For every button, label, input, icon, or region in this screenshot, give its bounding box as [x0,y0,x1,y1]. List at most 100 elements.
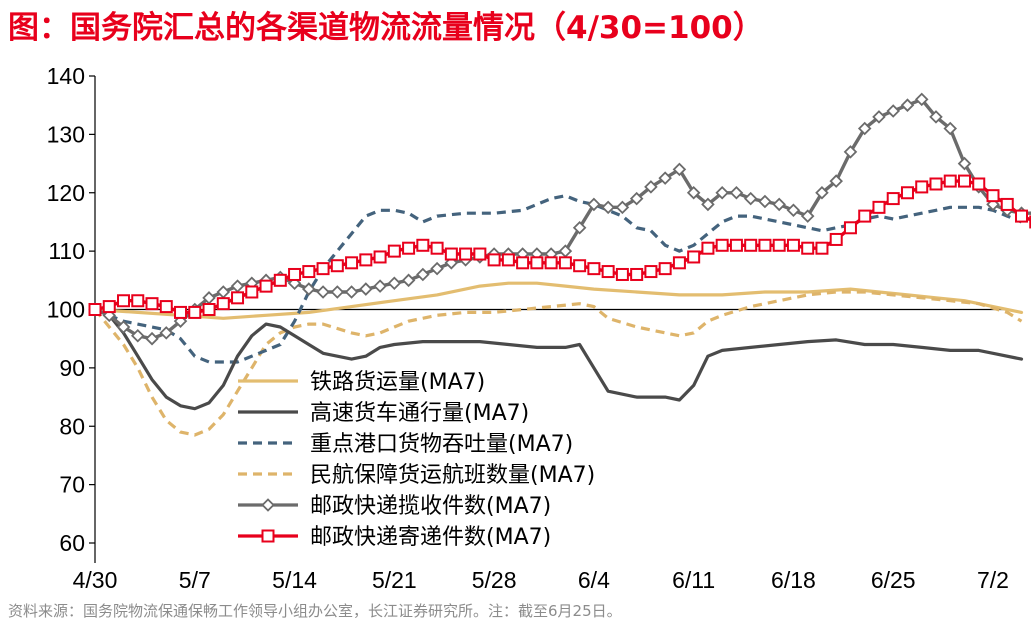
data-point [416,267,430,282]
data-point [900,98,915,112]
data-point [430,241,444,255]
data-point [145,331,159,346]
chart-series [88,92,1031,437]
y-tick-label: 60 [59,530,85,556]
data-point [800,209,815,223]
data-point [644,265,658,279]
x-tick-label: 6/25 [871,567,916,593]
data-point [687,250,701,264]
x-tick-label: 5/14 [272,567,317,593]
data-point [373,279,387,293]
data-point [615,267,629,281]
series-line [93,307,1024,411]
data-point [943,121,958,136]
data-point [316,262,330,276]
data-point [487,253,501,267]
data-point [373,250,387,264]
data-point [658,171,672,185]
x-tick-label: 4/30 [73,567,118,593]
data-point [459,247,473,261]
y-tick-label: 100 [47,297,85,323]
legend-label: 邮政快递揽收件数(MA7) [310,494,551,519]
data-point [900,186,914,200]
logistics-line-chart: 60 70 80 90 100 110 120 130 140 4/30 5/7 5/14 5/21 5/… [47,63,1031,593]
data-point [288,267,302,281]
y-tick-label: 70 [59,472,85,498]
series-group [93,307,1024,411]
data-point [729,238,743,252]
data-point [159,326,174,340]
data-point [914,92,929,107]
data-point [758,238,772,252]
data-point [858,209,872,223]
data-point [345,256,359,270]
series-group [93,290,1023,437]
data-point [672,256,686,270]
x-tick-label: 5/7 [179,567,211,593]
data-point [130,328,145,343]
data-point [886,192,900,206]
data-point [786,203,801,218]
data-point [573,259,587,273]
data-point [701,197,715,212]
data-point [188,305,202,319]
data-point [544,256,558,270]
y-tick-label: 140 [47,63,85,89]
legend-label: 邮政快递寄递件数(MA7) [310,525,551,550]
data-point [1000,197,1014,211]
y-tick-label: 90 [59,355,85,381]
data-point [387,276,402,291]
data-point [344,285,359,299]
data-point [630,267,644,281]
data-point [801,241,815,255]
x-tick-label: 6/18 [771,567,816,593]
x-tick-label: 5/21 [372,567,417,593]
data-point [601,265,615,279]
y-tick-label: 80 [59,413,85,439]
legend-label: 重点港口货物吞吐量(MA7) [310,432,573,457]
data-point [743,191,758,206]
data-point [330,285,345,299]
data-point [401,273,416,288]
data-point [202,303,216,316]
data-point [473,247,487,261]
data-point [629,191,644,206]
data-point [715,185,729,200]
legend-label: 高速货车通行量(MA7) [310,401,529,426]
chart-legend: 铁路货运量(MA7) 高速货车通行量(MA7) 重点港口货物吞吐量(MA7) 民航保障… [238,370,595,550]
data-point [957,174,971,188]
legend-marker [261,529,275,543]
data-point [174,305,188,319]
x-tick-label: 7/2 [977,567,1009,593]
data-point [601,200,615,215]
x-tick-label: 6/4 [578,567,610,593]
legend-marker [261,498,275,512]
data-point [615,200,630,215]
data-point [744,238,758,252]
series-group [88,174,1031,319]
data-point [245,285,259,299]
data-point [829,232,843,246]
data-point [872,110,886,124]
data-point [416,238,430,252]
data-point [843,145,858,159]
data-point [302,265,316,279]
data-point [957,156,972,171]
data-point [558,256,572,270]
data-point [587,262,601,276]
data-point [758,194,772,209]
data-point [701,241,715,255]
y-tick-label: 130 [47,121,85,147]
data-point [216,285,231,299]
data-point [530,256,544,270]
y-tick-label: 120 [47,180,85,206]
data-point [516,256,530,270]
data-point [230,279,245,293]
x-tick-label: 6/11 [672,567,715,593]
data-point [430,261,444,276]
data-point [886,104,900,118]
data-point [359,253,373,267]
data-point [772,238,786,252]
legend-label: 铁路货运量(MA7) [310,370,485,395]
data-point [102,300,116,314]
